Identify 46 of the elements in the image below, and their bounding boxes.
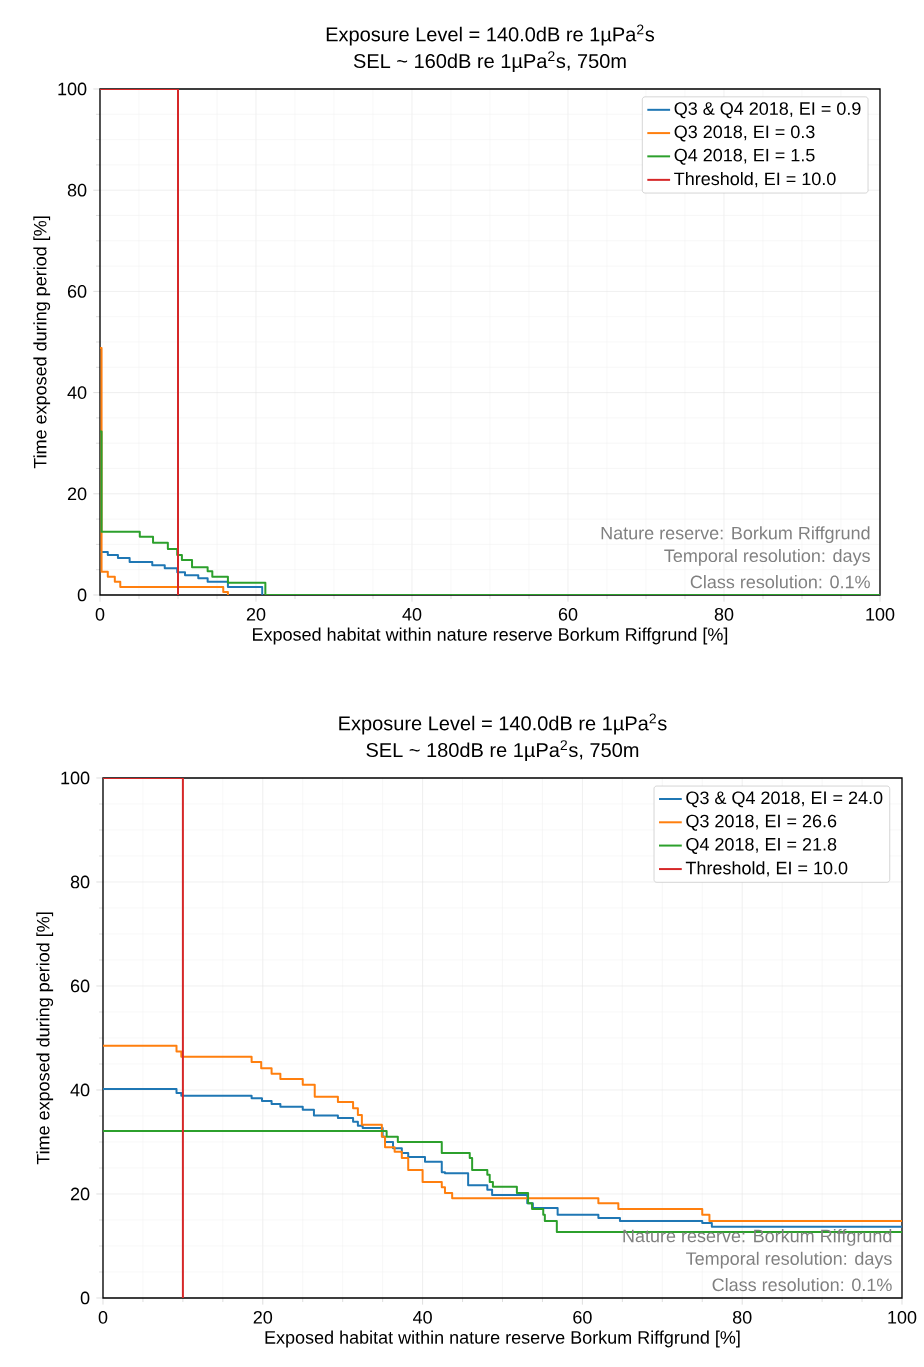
- annotation: Class resolution: 0.1%: [712, 1277, 892, 1292]
- x-tick-label: 100: [866, 607, 895, 621]
- y-tick-label: 0: [77, 588, 87, 602]
- annotation: Temporal resolution: days: [686, 1251, 892, 1269]
- y-tick-label: 100: [58, 82, 87, 96]
- legend-label: Threshold, EI = 10.0: [685, 861, 848, 877]
- x-tick-label: 20: [253, 1310, 273, 1324]
- x-axis-title: Exposed habitat within nature reserve Borkum Riffgrund [%]: [253, 627, 728, 645]
- annotation: Nature reserve: Borkum Riffgrund: [623, 1229, 892, 1246]
- x-tick-label: 20: [246, 607, 266, 621]
- y-tick-label: 60: [70, 979, 90, 993]
- legend-label: Threshold, EI = 10.0: [674, 171, 836, 188]
- x-tick-label: 0: [98, 1310, 108, 1324]
- x-tick-label: 80: [714, 607, 734, 621]
- annotation: Class resolution: 0.1%: [690, 575, 870, 589]
- chart-subtitle: SEL ~ 160dB re 1µPa$^{2}$s, 750m: [353, 51, 626, 73]
- annotation: Temporal resolution: days: [664, 548, 870, 566]
- x-tick-label: 80: [732, 1310, 752, 1324]
- legend-label: Q3 & Q4 2018, EI = 24.0: [686, 791, 883, 808]
- annotation: Nature reserve: Borkum Riffgrund: [601, 526, 870, 544]
- x-tick-label: 40: [402, 607, 422, 621]
- chart-subtitle: SEL ~ 180dB re 1µPa$^{2}$s, 750m: [366, 740, 639, 762]
- x-tick-label: 0: [95, 607, 105, 621]
- x-tick-label: 40: [413, 1310, 432, 1324]
- y-tick-label: 100: [61, 771, 90, 785]
- x-axis-title: Exposed habitat within nature reserve Borkum Riffgrund [%]: [265, 1330, 740, 1348]
- x-tick-label: 100: [888, 1310, 917, 1324]
- y-axis-title: Time exposed during period [%]: [36, 912, 54, 1165]
- y-tick-label: 60: [67, 285, 87, 298]
- chart-title: Exposure Level = 140.0dB re 1µPa$^{2}$s: [339, 713, 667, 735]
- y-tick-label: 80: [67, 183, 87, 197]
- legend-label: Q3 2018, EI = 26.6: [686, 814, 837, 831]
- legend-label: Q4 2018, EI = 1.5: [674, 148, 815, 165]
- legend-label: Q3 & Q4 2018, EI = 0.9: [674, 102, 861, 119]
- legend-label: Q4 2018, EI = 21.8: [686, 837, 837, 854]
- legend-label: Q3 2018, EI = 0.3: [674, 125, 815, 142]
- x-tick-label: 60: [573, 1310, 592, 1324]
- y-tick-label: 80: [70, 875, 90, 889]
- y-tick-label: 20: [70, 1187, 90, 1201]
- y-tick-label: 40: [67, 386, 87, 399]
- y-tick-label: 20: [67, 487, 87, 501]
- y-axis-title: Time exposed during period [%]: [33, 216, 51, 469]
- y-tick-label: 40: [70, 1083, 90, 1097]
- chart-title: Exposure Level = 140.0dB re 1µPa$^{2}$s: [326, 24, 655, 46]
- y-tick-label: 0: [80, 1291, 90, 1305]
- x-tick-label: 60: [558, 607, 578, 621]
